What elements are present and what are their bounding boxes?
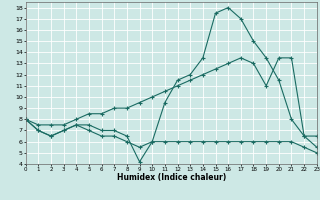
X-axis label: Humidex (Indice chaleur): Humidex (Indice chaleur) bbox=[116, 173, 226, 182]
